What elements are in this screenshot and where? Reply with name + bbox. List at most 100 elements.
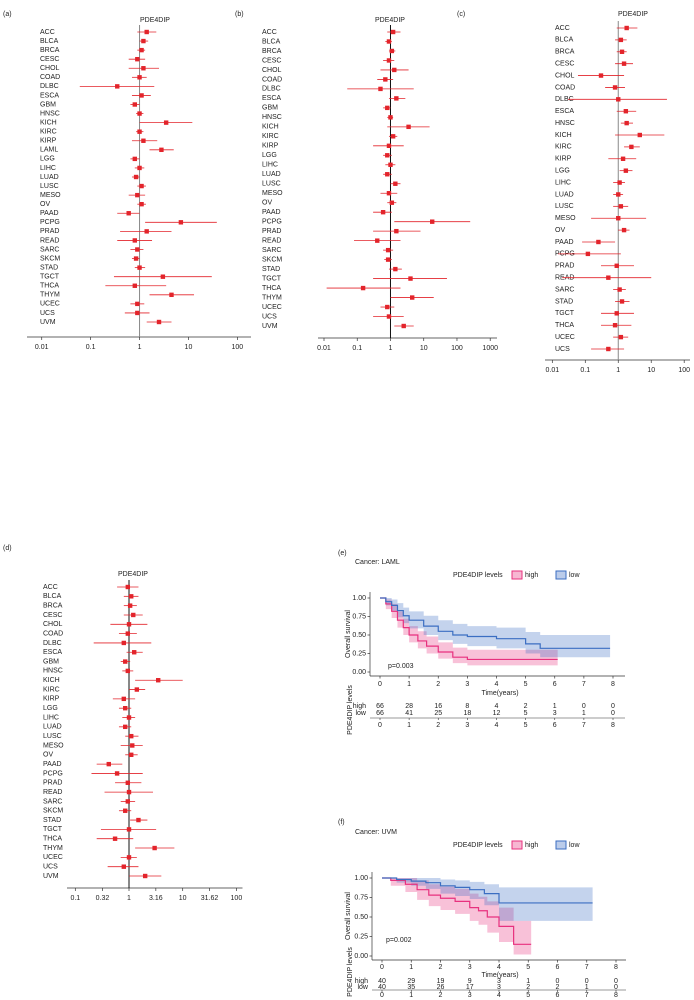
x-tick-label: 0.1 [352,345,362,352]
y-axis-title: Overall survival [345,892,352,940]
category-label: UCEC [43,854,63,861]
category-label: OV [43,752,53,759]
estimate-point [616,216,621,221]
chart-title: PDE4DIP [118,571,148,578]
risk-x-tick-label: 2 [439,992,443,999]
estimate-point [623,168,629,173]
category-label: COAD [262,76,282,83]
risk-count: 12 [493,710,501,717]
category-label: UVM [43,873,59,880]
y-tick-label: 1.00 [352,595,366,602]
category-label: ESCA [555,108,574,115]
x-tick-label: 0 [378,681,382,688]
category-label: ACC [43,584,58,591]
chart-title: PDE4DIP [618,11,648,18]
estimate-point [394,96,399,101]
category-label: UCS [262,313,277,320]
estimate-point [132,650,137,655]
risk-x-tick-label: 1 [409,992,413,999]
estimate-point [123,659,128,664]
x-tick-label: 10 [420,345,428,352]
estimate-point [380,209,386,215]
category-label: GBM [262,105,278,112]
category-label: THCA [40,283,59,290]
estimate-point [406,124,411,130]
category-label: LGG [262,152,277,159]
risk-count: 1 [553,703,557,710]
estimate-point [135,310,140,316]
category-label: BLCA [43,593,62,600]
estimate-point [360,285,366,291]
estimate-point [141,38,146,44]
category-label: CESC [555,61,574,68]
risk-x-tick-label: 0 [380,992,384,999]
risk-count: 41 [405,710,413,717]
estimate-point [623,109,629,114]
x-axis-title: Time(years) [481,690,518,697]
x-tick-label: 0.01 [317,345,331,352]
category-label: LUSC [262,181,281,188]
category-label: LUAD [40,174,59,181]
x-tick-label: 1 [407,681,411,688]
category-label: PRAD [555,263,574,270]
estimate-point [386,314,392,319]
estimate-point [133,256,139,261]
confidence-band [380,598,558,666]
category-label: BRCA [40,47,60,54]
category-label: BLCA [555,37,574,44]
x-tick-label: 31.62 [201,895,219,902]
x-tick-label: 0.1 [70,895,80,902]
estimate-point [389,200,395,205]
estimate-point [178,220,184,225]
category-label: OV [40,201,50,208]
category-label: THYM [43,845,63,852]
estimate-point [618,37,624,43]
legend-swatch [511,570,523,580]
risk-count: 0 [611,710,615,717]
risk-count: 0 [611,703,615,710]
estimate-point [142,873,148,879]
estimate-point [616,192,621,197]
y-tick-label: 0.00 [352,669,366,676]
estimate-point [135,247,140,252]
category-label: KIRC [43,686,60,693]
x-tick-label: 10 [179,895,187,902]
risk-x-tick-label: 5 [526,992,530,999]
risk-count: 19 [437,978,445,985]
category-label: UCS [555,346,570,353]
estimate-point [375,238,380,243]
estimate-point [125,584,131,590]
estimate-point [123,808,128,813]
category-label: STAD [555,298,573,305]
estimate-point [629,144,634,150]
category-label: SKCM [43,808,63,815]
category-label: LIHC [40,165,56,172]
risk-count: 0 [556,978,560,985]
legend-swatch [555,570,567,580]
category-label: CESC [262,57,281,64]
risk-count: 28 [405,703,413,710]
category-label: LIHC [262,162,278,169]
category-label: STAD [40,264,58,271]
x-tick-label: 100 [232,344,244,351]
chart-title: PDE4DIP [375,17,405,24]
risk-count: 2 [526,984,530,991]
risk-x-tick-label: 3 [468,992,472,999]
chart-title: Cancer: UVM [355,829,397,836]
category-label: TGCT [43,826,63,833]
estimate-point [144,229,149,234]
estimate-point [612,85,618,90]
estimate-point [616,97,621,102]
risk-count: 8 [465,703,469,710]
estimate-point [127,603,133,608]
category-label: UVM [262,323,278,330]
y-tick-label: 0.25 [352,650,366,657]
estimate-point [385,247,391,253]
risk-count: 0 [614,978,618,985]
category-label: DLBC [262,86,281,93]
category-label: PRAD [40,228,59,235]
category-label: READ [40,237,59,244]
estimate-point [112,836,118,841]
x-tick-label: 10 [185,344,193,351]
